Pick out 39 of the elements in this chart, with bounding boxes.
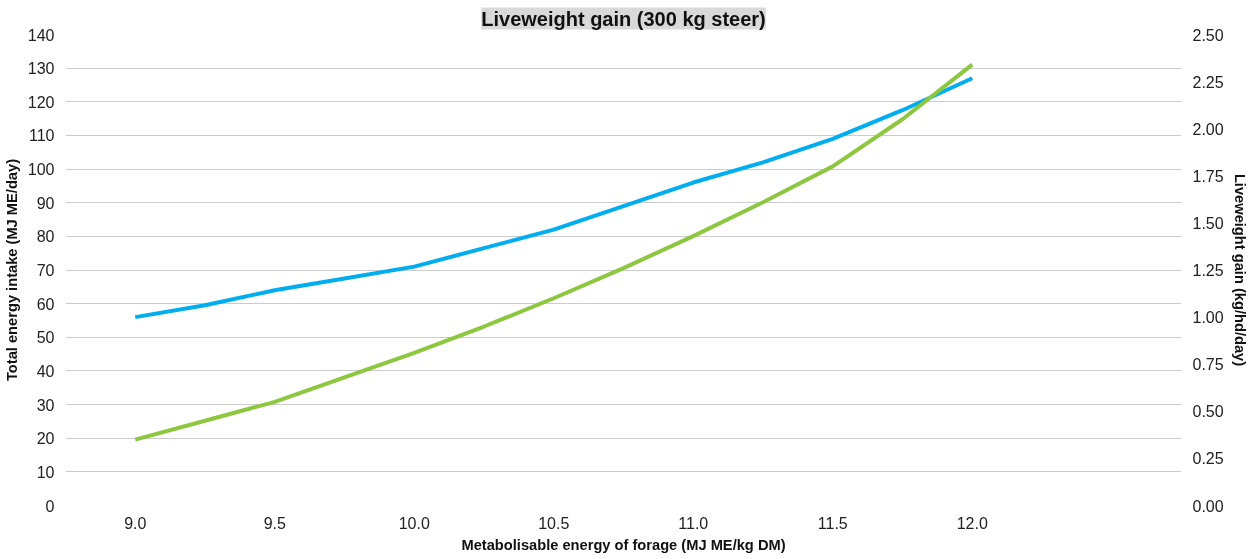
y-tick-label: 30 bbox=[36, 396, 55, 414]
y2-tick-label: 1.25 bbox=[1192, 262, 1224, 279]
x-tick-label: 11.0 bbox=[678, 514, 709, 532]
y2-tick-label: 1.00 bbox=[1192, 309, 1224, 327]
y-tick-label: 80 bbox=[36, 228, 55, 246]
x-tick-label: 12.0 bbox=[956, 514, 988, 532]
y-tick-label: 50 bbox=[36, 329, 55, 347]
chart-title: Liveweight gain (300 kg steer) bbox=[481, 7, 766, 30]
x-axis-title: Metabolisable energy of forage (MJ ME/kg DM) bbox=[461, 536, 786, 553]
y2-tick-label: 2.50 bbox=[1192, 26, 1224, 44]
y-tick-label: 130 bbox=[27, 60, 55, 78]
y-tick-label: 90 bbox=[36, 194, 55, 212]
y-tick-label: 0 bbox=[45, 497, 55, 515]
y-axis-title: Total energy intake (MJ ME/day) bbox=[3, 158, 20, 382]
y-tick-label: 70 bbox=[36, 262, 55, 279]
y-tick-label: 40 bbox=[36, 362, 55, 380]
y2-tick-label: 0.00 bbox=[1192, 497, 1224, 515]
y2-tick-label: 1.50 bbox=[1192, 214, 1224, 232]
y-tick-label: 10 bbox=[36, 463, 55, 481]
x-tick-label: 9.0 bbox=[124, 514, 147, 532]
y2-tick-label: 0.75 bbox=[1192, 356, 1224, 374]
y-tick-label: 110 bbox=[28, 127, 55, 145]
x-tick-label: 10.0 bbox=[398, 514, 430, 532]
y-tick-label: 140 bbox=[27, 26, 55, 44]
x-tick-label: 10.5 bbox=[538, 514, 570, 532]
line-series bbox=[133, 62, 975, 442]
x-tick-label: 11.5 bbox=[817, 514, 848, 532]
x-tick-label: 9.5 bbox=[263, 514, 286, 532]
y-tick-label: 20 bbox=[36, 430, 55, 448]
y2-tick-label: 2.25 bbox=[1192, 73, 1224, 91]
y2-tick-label: 0.50 bbox=[1192, 403, 1224, 421]
y-tick-label: 120 bbox=[27, 93, 55, 111]
y2-tick-label: 1.75 bbox=[1192, 167, 1224, 185]
y2-tick-label: 2.00 bbox=[1192, 120, 1224, 138]
y-tick-label: 60 bbox=[36, 295, 55, 313]
line-series bbox=[133, 76, 975, 320]
y-tick-label: 100 bbox=[27, 161, 55, 179]
y2-tick-label: 0.25 bbox=[1192, 450, 1224, 468]
y2-axis-title: Liveweight gain (kg/hd/day) bbox=[1231, 173, 1248, 367]
